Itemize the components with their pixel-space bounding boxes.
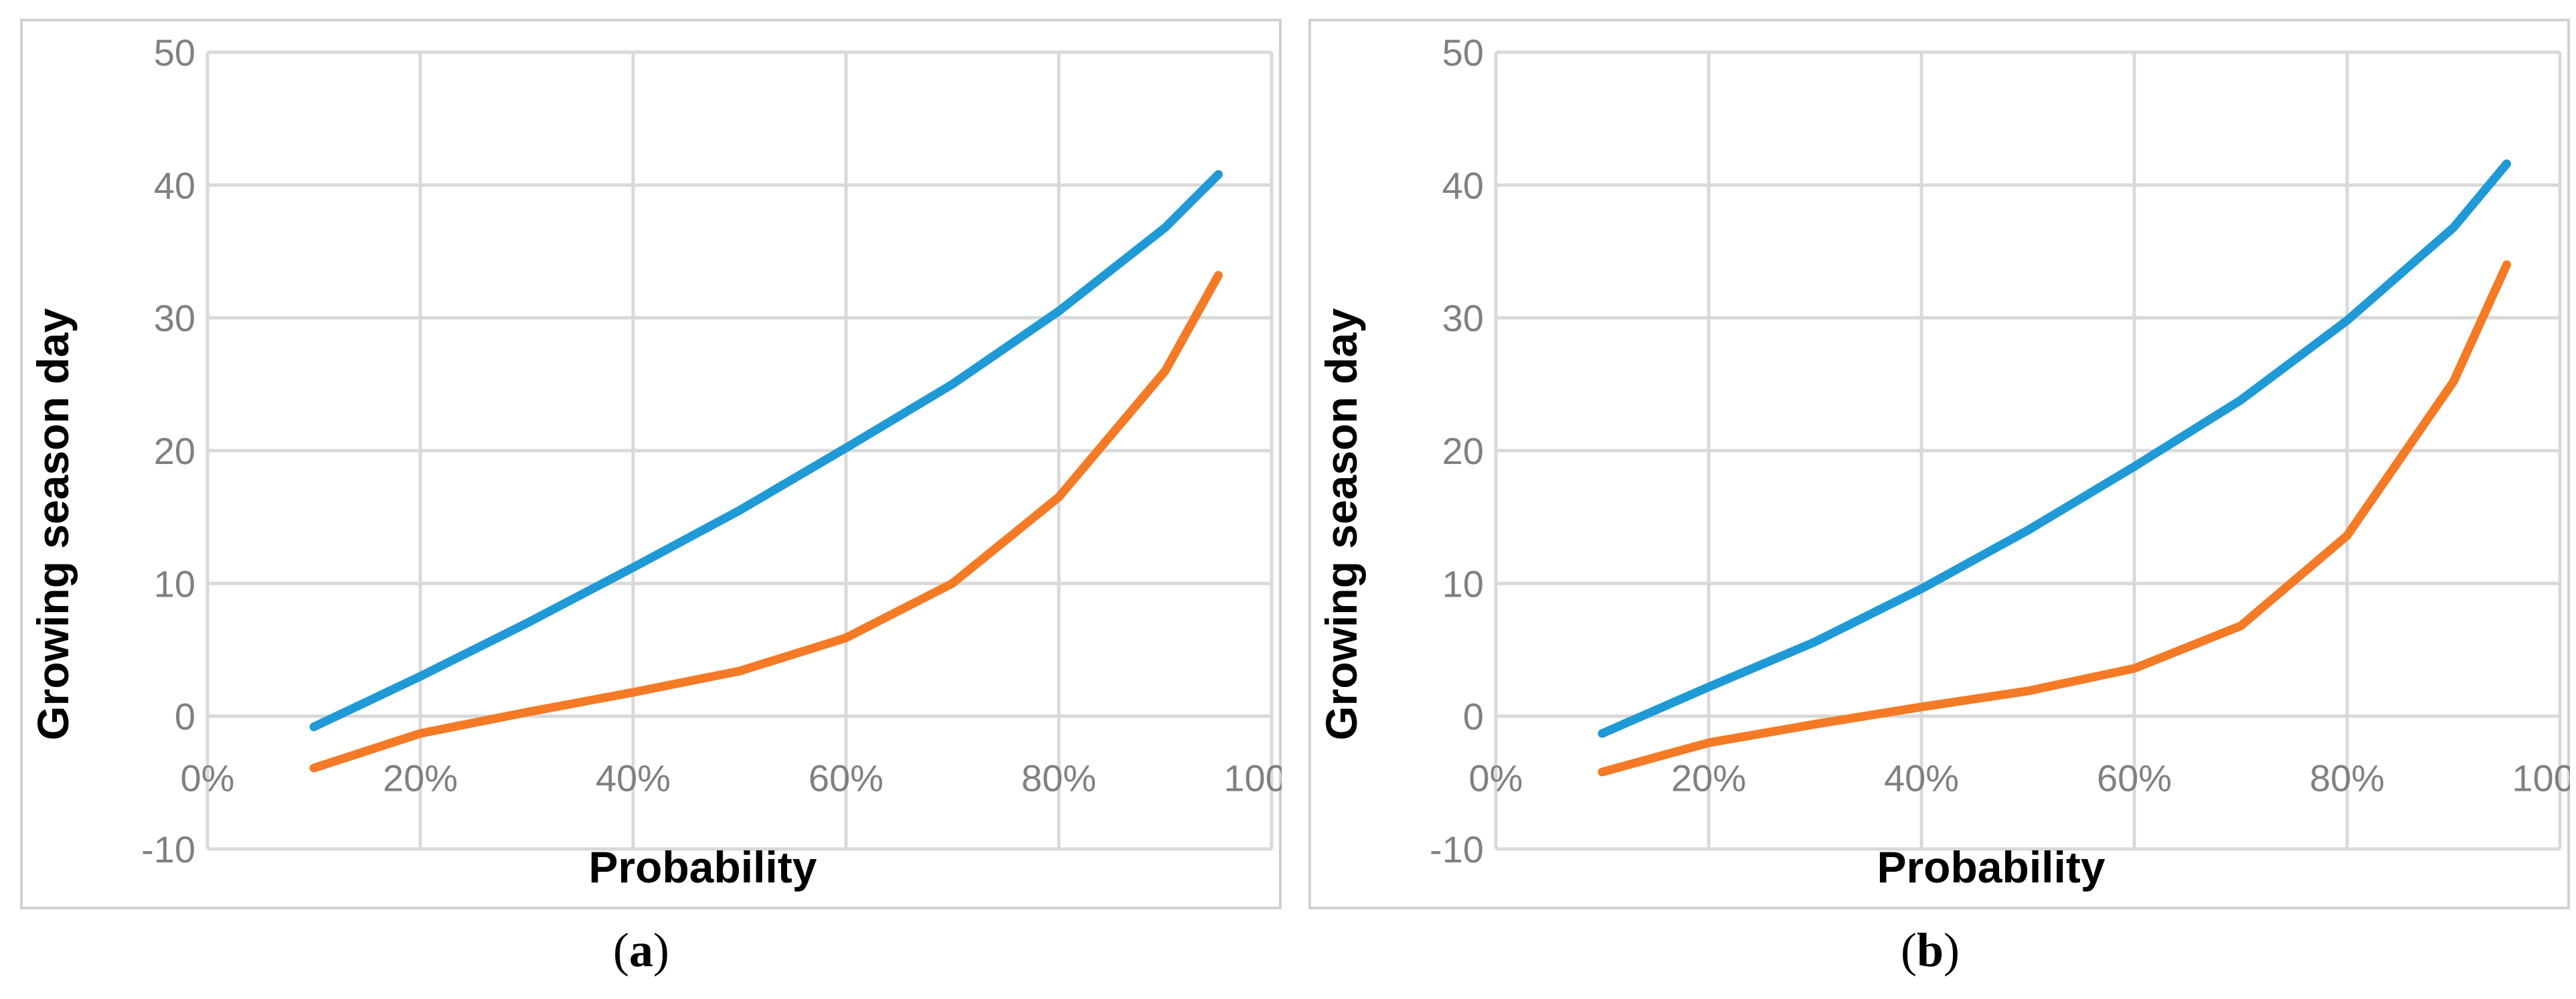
y-tick-label-b: 10 [1442,562,1484,605]
x-tick-label-b: 40% [1884,757,1959,799]
series-line-1-b [1598,159,2511,738]
x-tick-label-a: 20% [383,757,458,799]
y-tick-label-a: 30 [154,297,195,339]
y-tick-label-a: -10 [141,828,195,870]
x-tick-label-a: 40% [596,757,671,799]
y-axis-title-a: Growing season day [28,308,78,741]
x-tick-label-b: 20% [1671,757,1746,799]
chart-svg-a: -10 0 10 20 30 40 50 0% 20% 40% 60% 80% 100% Probabil… [20,19,1320,909]
x-tick-label-a: 60% [808,757,883,799]
series-line-2-b [1598,260,2511,777]
series-line-1-a [309,169,1223,732]
panel-caption-a: (a) [613,923,669,977]
x-tick-label-b: 60% [2097,757,2172,799]
x-tick-label-a: 100% [1223,757,1282,799]
y-tick-label-a: 10 [154,562,195,605]
x-tick-label-b: 0% [1469,757,1523,799]
panel-letter-b: b [1916,923,1944,977]
panel-letter-a: a [629,923,653,977]
y-tick-label-a: 20 [154,430,195,472]
chart-panel-b: -10 0 10 20 30 40 50 0% 20% 40% 60% 80% 100% Probabil… [1308,19,2576,909]
y-tick-label-b: 40 [1442,164,1484,206]
chart-svg-b: -10 0 10 20 30 40 50 0% 20% 40% 60% 80% 100% Probabil… [1308,19,2576,909]
x-tick-label-b: 80% [2310,757,2385,799]
chart-frame-a [20,19,1282,909]
y-tick-label-b: 30 [1442,297,1484,339]
panel-caption-b: (b) [1900,923,1960,977]
y-tick-label-b: 20 [1442,430,1484,472]
x-tick-label-b: 100% [2512,757,2570,799]
chart-panel-a: -10 0 10 20 30 40 50 0% 20% 40% 60% 80% 100% Probabil… [20,19,1320,909]
y-tick-label-b: 0 [1463,696,1484,738]
y-tick-label-a: 40 [154,164,195,206]
y-axis-title-b: Growing season day [1316,308,1366,741]
x-tick-label-a: 80% [1021,757,1096,799]
y-tick-label-b: 50 [1442,31,1484,74]
chart-frame-b [1308,19,2570,909]
series-line-2-a [309,271,1223,773]
x-tick-label-a: 0% [181,757,235,799]
y-tick-label-a: 0 [175,696,195,738]
x-axis-title-a: Probability [588,842,817,892]
y-tick-label-a: 50 [154,31,195,74]
x-axis-title-b: Probability [1877,842,2105,892]
y-tick-label-b: -10 [1430,828,1484,870]
